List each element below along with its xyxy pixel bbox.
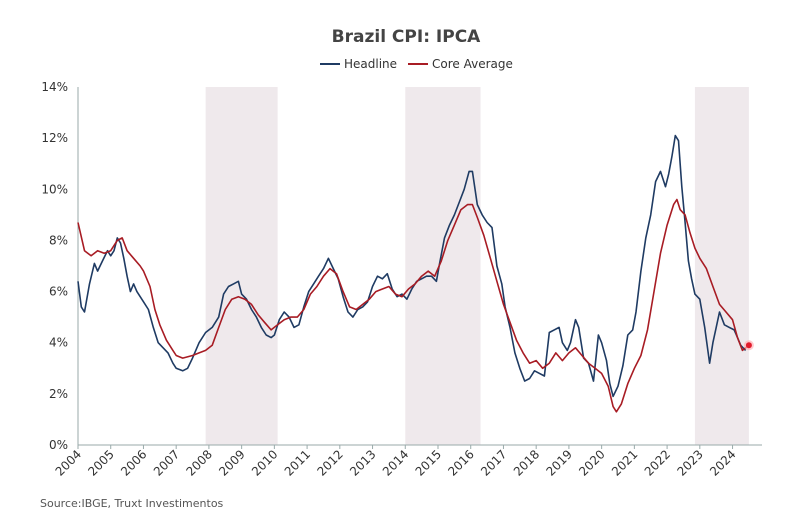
x-tick-label: 2023 xyxy=(674,447,705,478)
legend-label-headline: Headline xyxy=(344,57,397,71)
shaded-periods xyxy=(205,87,749,445)
source-note: Source:IBGE, Truxt Investimentos xyxy=(40,497,224,510)
x-tick-label: 2021 xyxy=(609,447,640,478)
x-tick-label: 2018 xyxy=(511,447,542,478)
legend-label-core-average: Core Average xyxy=(432,57,513,71)
x-tick-label: 2019 xyxy=(544,447,575,478)
y-tick-label: 10% xyxy=(41,182,68,196)
chart-title: Brazil CPI: IPCA xyxy=(332,27,482,47)
x-tick-label: 2024 xyxy=(707,447,738,478)
y-tick-label: 2% xyxy=(49,387,68,401)
x-axis-ticks: 2004 2005 2006 2007 2008 2009 2010 2011 2012 2013… xyxy=(53,445,739,479)
x-tick-label: 2016 xyxy=(445,447,476,478)
shaded-period-1 xyxy=(405,87,481,445)
shaded-period-2 xyxy=(694,87,749,445)
x-tick-label: 2022 xyxy=(642,447,673,478)
y-tick-label: 4% xyxy=(49,336,68,350)
x-tick-label: 2013 xyxy=(347,447,378,478)
y-axis-ticks: 0% 2% 4% 6% 8% 10% 12% 14% xyxy=(41,80,68,452)
x-tick-label: 2017 xyxy=(478,447,509,478)
x-tick-label: 2007 xyxy=(151,447,182,478)
y-tick-label: 14% xyxy=(41,80,68,94)
x-tick-label: 2011 xyxy=(282,447,313,478)
x-tick-label: 2006 xyxy=(118,447,149,478)
legend: Headline Core Average xyxy=(320,57,513,71)
x-tick-label: 2008 xyxy=(184,447,215,478)
x-tick-label: 2010 xyxy=(249,447,280,478)
x-tick-label: 2009 xyxy=(216,447,247,478)
x-tick-label: 2012 xyxy=(314,447,345,478)
y-tick-label: 12% xyxy=(41,131,68,145)
series-line-core-average xyxy=(77,198,750,413)
y-tick-label: 0% xyxy=(49,438,68,452)
core-average-end-marker xyxy=(745,342,752,349)
y-tick-label: 8% xyxy=(49,233,68,247)
x-tick-label: 2015 xyxy=(413,447,444,478)
x-tick-label: 2020 xyxy=(576,447,607,478)
series-line-headline xyxy=(77,134,747,398)
y-tick-label: 6% xyxy=(49,285,68,299)
shaded-period-0 xyxy=(205,87,278,445)
series-lines xyxy=(77,134,754,413)
x-tick-label: 2005 xyxy=(85,447,116,478)
x-tick-label: 2014 xyxy=(380,447,411,478)
